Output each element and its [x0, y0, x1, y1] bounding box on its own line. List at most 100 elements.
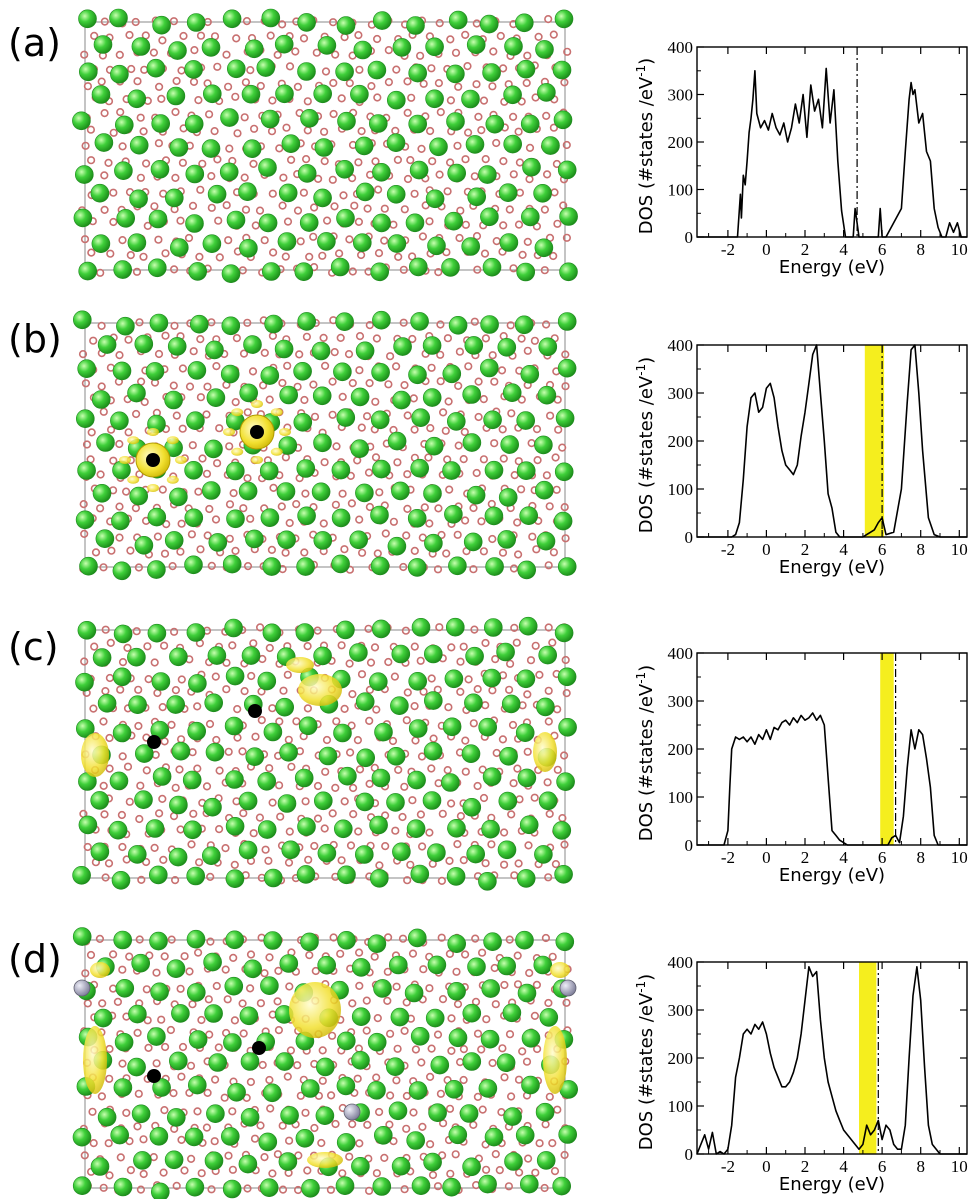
oxygen-atom: [321, 361, 330, 371]
metal-atom: [204, 693, 223, 713]
metal-atom: [519, 506, 539, 526]
metal-atom: [313, 84, 333, 104]
oxygen-atom: [523, 51, 532, 60]
metal-atom: [185, 214, 204, 233]
oxygen-atom: [142, 159, 151, 168]
oxygen-atom: [426, 1140, 435, 1149]
metal-atom: [184, 1127, 204, 1147]
oxygen-atom: [417, 144, 426, 153]
oxygen-atom: [392, 1076, 401, 1085]
metal-atom: [356, 748, 376, 768]
oxygen-atom: [188, 748, 197, 757]
oxygen-atom: [373, 1013, 382, 1023]
metal-atom: [423, 644, 443, 664]
oxygen-atom: [446, 35, 455, 44]
oxygen-atom: [481, 859, 490, 868]
metal-atom: [372, 11, 392, 30]
oxygen-atom: [446, 96, 456, 105]
oxygen-atom: [507, 810, 516, 819]
oxygen-atom: [499, 454, 508, 463]
metal-atom: [515, 1125, 535, 1145]
oxygen-atom: [132, 267, 142, 276]
oxygen-atom: [515, 158, 525, 167]
oxygen-atom: [329, 933, 338, 942]
oxygen-atom: [118, 236, 127, 245]
metal-atom: [367, 1081, 386, 1100]
oxygen-atom: [337, 641, 346, 650]
x-tick-label: 2: [801, 540, 810, 559]
metal-atom: [405, 213, 425, 233]
oxygen-atom: [161, 249, 170, 258]
metal-atom: [478, 871, 497, 891]
metal-atom: [112, 723, 132, 743]
metal-atom: [465, 646, 484, 666]
oxygen-atom: [559, 751, 569, 760]
oxygen-atom: [403, 876, 412, 885]
oxygen-atom: [365, 779, 374, 789]
oxygen-atom: [86, 950, 96, 960]
metal-atom: [77, 461, 96, 480]
oxygen-atom: [456, 811, 466, 821]
metal-atom: [294, 262, 314, 282]
x-tick-label: 6: [878, 240, 887, 259]
metal-atom: [91, 390, 111, 409]
oxygen-atom: [202, 410, 211, 419]
oxygen-atom: [213, 155, 222, 164]
y-tick-label: 0: [685, 1145, 694, 1164]
metal-atom: [313, 646, 332, 666]
oxygen-atom: [354, 1044, 364, 1053]
oxygen-atom: [256, 1121, 265, 1130]
oxygen-atom: [433, 565, 443, 574]
oxygen-atom: [473, 1029, 483, 1038]
x-tick-label: 6: [878, 848, 887, 867]
oxygen-atom: [196, 335, 205, 344]
metal-atom: [113, 260, 132, 279]
oxygen-atom: [500, 828, 509, 837]
oxygen-atom: [80, 1151, 89, 1160]
metal-atom: [166, 695, 185, 714]
metal-atom: [204, 1004, 223, 1023]
oxygen-atom: [437, 933, 446, 942]
charge-density-lobe: [147, 484, 159, 492]
metal-atom: [444, 669, 464, 689]
oxygen-atom: [265, 643, 274, 653]
y-tick-label: 400: [668, 644, 694, 663]
oxygen-atom: [96, 470, 105, 479]
metal-atom: [331, 460, 351, 480]
oxygen-atom: [470, 625, 479, 634]
oxygen-atom: [122, 1108, 131, 1117]
oxygen-atom: [371, 397, 380, 406]
metal-atom: [484, 1127, 504, 1147]
metal-atom: [260, 109, 280, 129]
metal-atom: [296, 865, 316, 884]
oxygen-atom: [225, 144, 234, 153]
oxygen-atom: [517, 334, 526, 343]
oxygen-atom: [90, 31, 99, 41]
oxygen-atom: [150, 202, 159, 211]
oxygen-atom: [425, 828, 434, 837]
oxygen-atom: [451, 48, 461, 57]
oxygen-atom: [436, 1089, 446, 1098]
band-gap-highlight: [859, 962, 877, 1154]
metal-atom: [554, 9, 574, 29]
oxygen-atom: [187, 840, 196, 849]
metal-atom: [75, 510, 95, 530]
structure-view: [72, 927, 579, 1199]
oxygen-atom: [311, 966, 320, 976]
oxygen-atom: [418, 1122, 427, 1131]
oxygen-atom: [233, 733, 242, 742]
dos-series-line: [697, 67, 967, 238]
y-tick-label: 300: [668, 86, 694, 105]
x-tick-label: 8: [916, 848, 925, 867]
metal-atom: [336, 408, 356, 427]
metal-atom: [406, 819, 426, 839]
metal-atom: [90, 791, 109, 810]
oxygen-atom: [313, 814, 323, 823]
metal-atom: [465, 135, 485, 154]
oxygen-atom: [113, 997, 122, 1007]
oxygen-atom: [257, 715, 266, 725]
oxygen-atom: [124, 428, 133, 437]
oxygen-atom: [390, 672, 400, 681]
metal-atom: [202, 846, 221, 866]
y-tick-label: 200: [668, 1049, 694, 1068]
